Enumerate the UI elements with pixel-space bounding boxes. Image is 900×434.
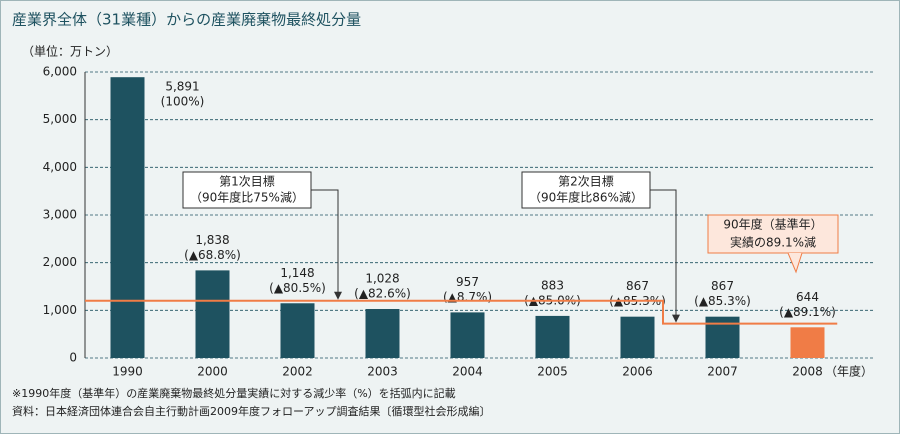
y-unit: （単位：万トン） <box>22 44 118 59</box>
share-label: (▲85.3%) <box>694 294 751 308</box>
annotation-box <box>707 214 839 254</box>
arrow-head <box>334 291 342 300</box>
arrow-head <box>672 314 680 323</box>
bar <box>450 312 485 358</box>
x-unit: （年度） <box>825 364 873 379</box>
x-tick-label: 2002 <box>282 365 313 379</box>
y-tick-label: 4,000 <box>43 160 77 174</box>
value-label: 883 <box>541 278 564 292</box>
callout-box <box>182 171 312 209</box>
callout-sub: （90年度比86%減） <box>529 190 643 205</box>
value-label: 1,028 <box>365 271 399 285</box>
bar <box>195 270 230 358</box>
bar <box>535 315 570 358</box>
target-line <box>85 299 838 325</box>
callout-title: 第1次目標 <box>219 175 275 189</box>
footnote: ※1990年度（基準年）の産業廃棄物最終処分量実績に対する減少率（%）を括弧内に… <box>12 386 456 400</box>
annotation: 実績の89.1%減 <box>730 235 816 250</box>
share-label: (▲68.8%) <box>184 248 241 262</box>
y-tick-label: 0 <box>69 351 77 365</box>
share-label: (▲89.1%) <box>779 305 836 319</box>
value-label: 5,891 <box>165 80 199 94</box>
x-tick-label: 2000 <box>197 365 228 379</box>
value-label: 1,148 <box>280 266 314 280</box>
value-label: 867 <box>711 279 734 293</box>
x-tick-label: 2003 <box>367 365 398 379</box>
value-label: 867 <box>626 279 649 293</box>
annotation-pointer <box>787 252 803 274</box>
share-label: (▲80.5%) <box>269 281 326 295</box>
value-label: 644 <box>796 290 819 304</box>
annotation: 90年度（基準年） <box>723 217 822 232</box>
callout-arrow <box>311 189 339 297</box>
bar <box>110 77 145 358</box>
y-tick-label: 1,000 <box>43 303 77 317</box>
x-tick-label: 2005 <box>537 365 568 379</box>
x-tick-label: 1990 <box>112 365 143 379</box>
y-tick-label: 2,000 <box>43 255 77 269</box>
x-tick-label: 2008 <box>792 365 823 379</box>
callout-arrow <box>650 189 677 320</box>
callout-sub: （90年度比75%減） <box>190 190 304 205</box>
chart-title: 産業界全体（31業種）からの産業廃棄物最終処分量 <box>12 11 361 29</box>
y-tick-label: 6,000 <box>43 65 77 79</box>
value-label: 957 <box>456 275 479 289</box>
share-label: (▲82.6%) <box>354 286 411 300</box>
bar <box>365 308 400 358</box>
callout-title: 第2次目標 <box>558 175 614 189</box>
bar <box>790 327 825 358</box>
x-tick-label: 2006 <box>622 365 653 379</box>
y-tick-label: 5,000 <box>43 112 77 126</box>
x-tick-label: 2004 <box>452 365 483 379</box>
value-label: 1,838 <box>195 233 229 247</box>
share-label: (100%) <box>161 95 205 109</box>
bar <box>620 316 655 358</box>
bar <box>280 303 315 358</box>
y-tick-label: 3,000 <box>43 208 77 222</box>
footnote: 資料：日本経済団体連合会自主行動計画2009年度フォローアップ調査結果〔循環型社… <box>12 404 491 418</box>
x-tick-label: 2007 <box>707 365 738 379</box>
